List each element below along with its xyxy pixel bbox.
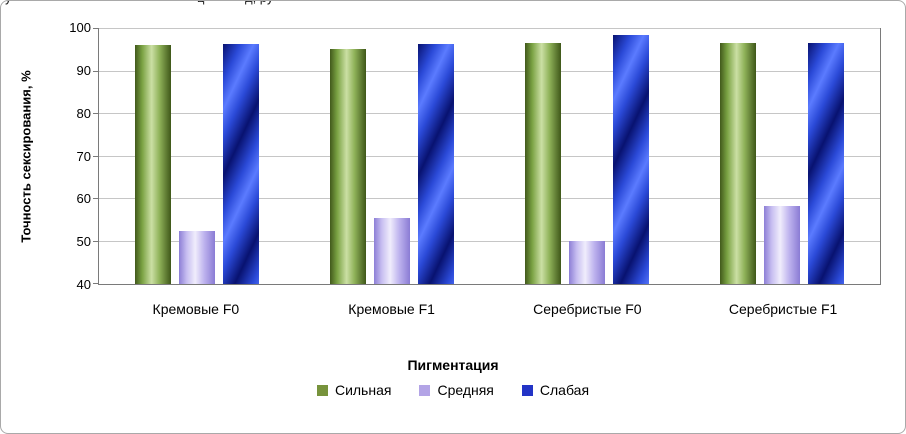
bar	[417, 43, 454, 284]
legend-item: Сильная	[316, 382, 392, 398]
x-axis-labels: Кремовые F0 Кремовые F1 Серебристые F0 Сере…	[98, 301, 881, 317]
y-tick-mark	[93, 70, 99, 72]
bar	[373, 218, 410, 284]
bar	[808, 42, 845, 284]
x-axis-label: Кремовые F0	[152, 301, 240, 317]
legend-swatch-icon	[316, 384, 328, 396]
y-tick-label: 90	[76, 62, 91, 78]
bar	[178, 230, 215, 284]
gridline	[99, 70, 880, 72]
y-axis-title-text: Точность сексирования, %	[18, 70, 34, 243]
y-tick-label: 60	[76, 191, 91, 207]
bar	[764, 206, 801, 284]
y-tick-label: 70	[76, 148, 91, 164]
legend-title: Пигментация	[407, 357, 499, 373]
bar-group	[685, 29, 880, 284]
legend-label: Сильная	[334, 382, 392, 398]
y-tick-mark	[93, 155, 99, 157]
gridline	[99, 113, 880, 114]
legend-label: Средняя	[437, 382, 494, 398]
y-tick-mark	[93, 240, 99, 242]
legend-item: Слабая	[521, 382, 590, 398]
y-tick-label: 80	[76, 105, 91, 121]
y-tick-mark	[93, 113, 99, 114]
bar-group	[294, 29, 489, 284]
cropped-caption: у ц д, ру	[1, 1, 905, 7]
bar-group	[490, 29, 685, 284]
bar	[329, 48, 366, 284]
y-tick-label: 50	[76, 234, 91, 250]
legend-swatch-icon	[419, 384, 431, 396]
legend-swatch-icon	[521, 384, 533, 396]
x-axis-label: Кремовые F1	[348, 301, 435, 317]
legend-items: Сильная Средняя Слабая	[1, 382, 905, 398]
bar	[525, 42, 562, 284]
bar	[613, 35, 650, 284]
cropped-caption-fragment: у	[5, 1, 12, 5]
y-tick-label: 100	[69, 20, 91, 35]
legend-label: Слабая	[539, 382, 590, 398]
bar	[222, 43, 259, 284]
x-axis-label: Серебристые F1	[728, 301, 838, 317]
x-axis-label: Серебристые F0	[533, 301, 642, 317]
gridline	[99, 240, 880, 242]
gridline	[99, 28, 880, 29]
bar-group	[99, 29, 294, 284]
bar	[720, 42, 757, 284]
y-axis-tick-labels: 40 50 60 70 80 90 100	[53, 20, 91, 292]
legend-item: Средняя	[419, 382, 494, 398]
plot-area	[93, 28, 881, 285]
bar	[569, 240, 606, 284]
y-tick-label: 40	[76, 277, 91, 292]
bar	[134, 45, 171, 284]
gridline	[99, 198, 880, 199]
gridline	[99, 155, 880, 157]
cropped-caption-fragment: ц	[197, 1, 204, 5]
y-tick-mark	[93, 28, 99, 29]
y-axis-title: Точность сексирования, %	[15, 28, 37, 285]
y-tick-mark	[93, 198, 99, 199]
cropped-caption-fragment: д, ру	[245, 1, 273, 5]
gridlines	[93, 28, 880, 284]
y-tick-mark	[93, 283, 99, 284]
bar-groups	[99, 29, 880, 284]
